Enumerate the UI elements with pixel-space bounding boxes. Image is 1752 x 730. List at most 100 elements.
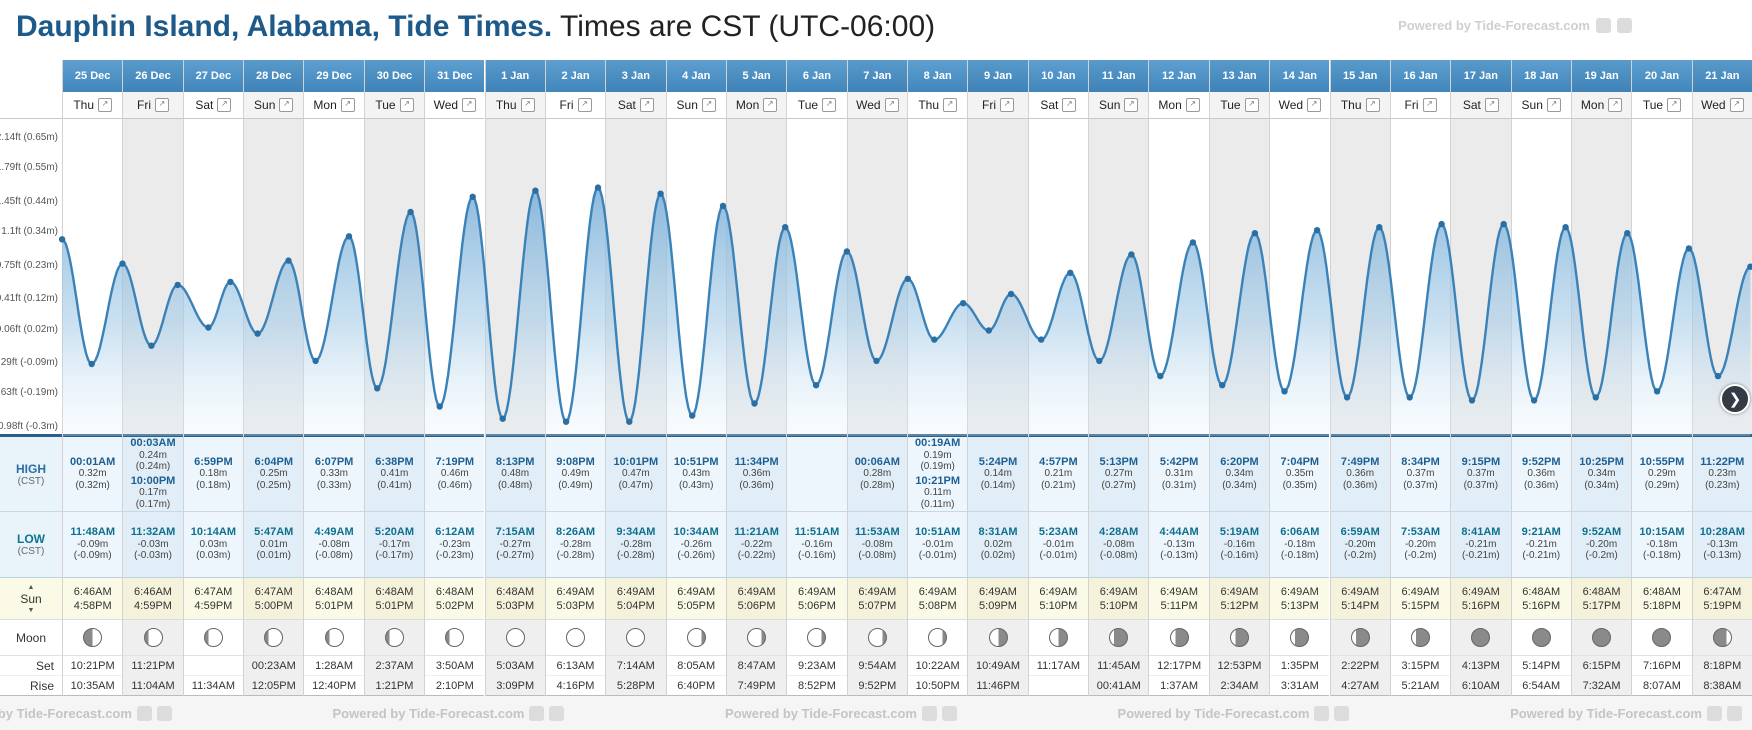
expand-day-icon[interactable]: ↗: [217, 98, 232, 112]
date-header[interactable]: 25 Dec: [63, 60, 123, 92]
date-header[interactable]: 8 Jan: [908, 60, 968, 92]
date-header[interactable]: 5 Jan: [726, 60, 787, 92]
expand-day-icon[interactable]: ↗: [1729, 98, 1744, 112]
social-icon[interactable]: [941, 705, 957, 721]
date-header[interactable]: 7 Jan: [847, 60, 907, 92]
expand-day-icon[interactable]: ↗: [1608, 98, 1623, 112]
sun-cell: 6:49AM 5:06PM: [726, 578, 787, 620]
expand-day-icon[interactable]: ↗: [1546, 98, 1561, 112]
expand-day-icon[interactable]: ↗: [1124, 98, 1139, 112]
low-height-alt: (-0.27m): [496, 550, 535, 562]
chart-cell: [485, 119, 545, 437]
dow-cell: Sat ↗: [606, 92, 666, 119]
date-header[interactable]: 10 Jan: [1028, 60, 1089, 92]
low-tide-cell: 10:14AM 0.03m (0.03m): [183, 512, 244, 578]
expand-day-icon[interactable]: ↗: [1307, 98, 1322, 112]
social-icon[interactable]: [136, 705, 152, 721]
low-tide-cell: 10:34AM -0.26m (-0.26m): [666, 512, 726, 578]
dow-cell: Mon ↗: [1571, 92, 1632, 119]
day-column-31-Dec: 31 Dec Wed ↗ 7:19PM 0.46m (0.46m) 6:12AM -0.23m…: [424, 60, 485, 696]
high-height-alt: (0.29m): [1644, 479, 1680, 491]
social-icon[interactable]: [1596, 18, 1611, 33]
expand-day-icon[interactable]: ↗: [340, 98, 355, 112]
expand-day-icon[interactable]: ↗: [1365, 98, 1380, 112]
date-header[interactable]: 17 Jan: [1451, 60, 1511, 92]
expand-day-icon[interactable]: ↗: [1185, 98, 1200, 112]
low-tide-event: 11:51AM -0.16m (-0.16m): [795, 527, 840, 562]
low-tide-cell: 6:59AM -0.20m (-0.2m): [1330, 512, 1390, 578]
next-week-button[interactable]: ❯: [1720, 384, 1750, 414]
low-tide-event: 6:12AM -0.23m (-0.23m): [435, 527, 474, 562]
social-icon[interactable]: [529, 705, 545, 721]
social-icon[interactable]: [1727, 705, 1742, 721]
expand-day-icon[interactable]: ↗: [1484, 98, 1499, 112]
date-header[interactable]: 20 Jan: [1632, 60, 1692, 92]
expand-day-icon[interactable]: ↗: [943, 98, 958, 112]
sun-row-label: ▲ Sun ▼: [0, 578, 62, 620]
high-tide-event: 6:59PM 0.18m (0.18m): [194, 456, 233, 492]
high-tide-cell: 10:25PM 0.34m (0.34m): [1571, 437, 1632, 512]
social-icon[interactable]: [1617, 18, 1632, 33]
low-time: 8:26AM: [555, 526, 596, 539]
expand-day-icon[interactable]: ↗: [1244, 98, 1259, 112]
date-header[interactable]: 9 Jan: [968, 60, 1028, 92]
date-header[interactable]: 18 Jan: [1511, 60, 1571, 92]
sun-cell: 6:49AM 5:10PM: [1028, 578, 1089, 620]
social-icon[interactable]: [1314, 705, 1330, 721]
high-height: 0.48m: [501, 468, 530, 480]
expand-day-icon[interactable]: ↗: [1422, 98, 1437, 112]
social-icon[interactable]: [1334, 705, 1350, 721]
low-tide-cell: 7:53AM -0.20m (-0.2m): [1390, 512, 1451, 578]
date-header[interactable]: 26 Dec: [123, 60, 183, 92]
waning-gibbous-moon-icon: [686, 628, 706, 647]
date-header[interactable]: 1 Jan: [485, 60, 545, 92]
expand-day-icon[interactable]: ↗: [884, 98, 899, 112]
watermark-text: Powered by Tide-Forecast.com: [0, 705, 132, 721]
social-icon[interactable]: [156, 705, 172, 721]
expand-day-icon[interactable]: ↗: [639, 98, 654, 112]
high-height: 0.46m: [440, 468, 469, 480]
expand-day-icon[interactable]: ↗: [155, 98, 170, 112]
high-tide-event: 9:15PM 0.37m (0.37m): [1462, 456, 1501, 492]
social-icon[interactable]: [921, 705, 937, 721]
date-header[interactable]: 14 Jan: [1270, 60, 1330, 92]
expand-day-icon[interactable]: ↗: [577, 98, 592, 112]
expand-day-icon[interactable]: ↗: [763, 98, 778, 112]
date-header[interactable]: 29 Dec: [304, 60, 364, 92]
date-header[interactable]: 3 Jan: [606, 60, 666, 92]
expand-day-icon[interactable]: ↗: [1062, 98, 1077, 112]
date-header[interactable]: 12 Jan: [1149, 60, 1209, 92]
date-header[interactable]: 30 Dec: [364, 60, 425, 92]
date-header[interactable]: 31 Dec: [425, 60, 485, 92]
social-icon[interactable]: [1707, 705, 1722, 721]
expand-day-icon[interactable]: ↗: [1000, 98, 1015, 112]
expand-day-icon[interactable]: ↗: [399, 98, 414, 112]
low-height-alt: (-0.2m): [1344, 550, 1377, 562]
last-quarter-moon-icon: [988, 628, 1008, 647]
date-header[interactable]: 19 Jan: [1571, 60, 1632, 92]
expand-day-icon[interactable]: ↗: [279, 98, 294, 112]
expand-day-icon[interactable]: ↗: [822, 98, 837, 112]
date-header[interactable]: 2 Jan: [545, 60, 606, 92]
expand-day-icon[interactable]: ↗: [98, 98, 113, 112]
expand-day-icon[interactable]: ↗: [520, 98, 535, 112]
sunrise-time: 6:49AM: [737, 585, 776, 598]
date-header[interactable]: 27 Dec: [183, 60, 244, 92]
date-header[interactable]: 6 Jan: [787, 60, 847, 92]
expand-day-icon[interactable]: ↗: [1667, 98, 1682, 112]
date-header[interactable]: 15 Jan: [1330, 60, 1390, 92]
chart-cell: [63, 119, 123, 437]
waning-crescent-moon-icon: [1350, 628, 1370, 647]
date-header[interactable]: 16 Jan: [1390, 60, 1451, 92]
expand-day-icon[interactable]: ↗: [462, 98, 477, 112]
expand-day-icon[interactable]: ↗: [701, 98, 716, 112]
date-header[interactable]: 4 Jan: [666, 60, 726, 92]
date-header[interactable]: 13 Jan: [1209, 60, 1270, 92]
date-header[interactable]: 28 Dec: [244, 60, 304, 92]
dow-label: Tue: [1642, 98, 1664, 112]
date-header[interactable]: 21 Jan: [1692, 60, 1752, 92]
sunrise-time: 6:49AM: [1160, 585, 1199, 598]
high-time: 9:08PM: [556, 455, 595, 468]
date-header[interactable]: 11 Jan: [1089, 60, 1149, 92]
social-icon[interactable]: [549, 705, 565, 721]
